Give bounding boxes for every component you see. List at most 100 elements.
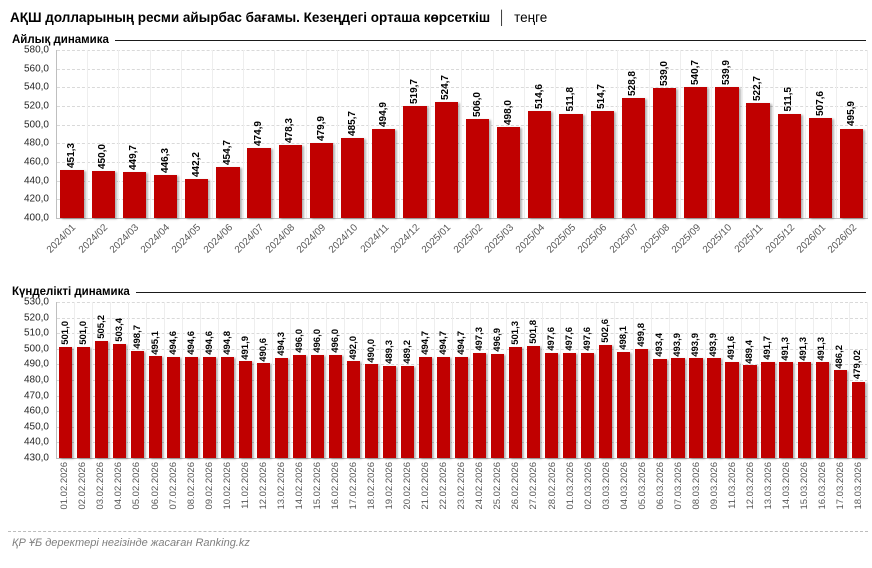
section-title: Айлық динамика: [12, 34, 109, 46]
section-header: Айлық динамика: [12, 33, 868, 47]
bar-value-label: 449,7: [128, 144, 140, 170]
x-tick-label: 06.02.2026: [149, 462, 161, 510]
bar-value-label: 501,3: [510, 321, 522, 345]
bar-value-label-wrap: 478,3: [275, 118, 305, 143]
category-column: 450,0: [87, 50, 118, 218]
category-column: 514,7: [586, 50, 617, 218]
bar-value-label-wrap: 454,7: [213, 140, 243, 165]
x-tick-label: 03.03.2026: [600, 462, 612, 510]
x-tick-label: 04.03.2026: [618, 462, 630, 510]
x-tick: 20.02.2026: [399, 459, 417, 523]
bar-value-label-wrap: 539,0: [650, 61, 680, 86]
x-tick-label: 17.03.2026: [835, 462, 847, 510]
bar-value-label-wrap: 479,9: [307, 116, 337, 141]
x-tick-label: 03.02.2026: [95, 462, 107, 510]
x-tick-label: 08.02.2026: [185, 462, 197, 510]
bar-value-label: 501,8: [528, 320, 540, 344]
bar-value-label-wrap: 502,6: [597, 319, 614, 343]
x-tick: 26.02.2026: [507, 459, 525, 523]
bar-value-label-wrap: 519,7: [400, 79, 430, 104]
category-column: 497,6: [578, 302, 596, 458]
x-tick: 16.03.2026: [814, 459, 832, 523]
bar-value-label-wrap: 446,3: [151, 148, 181, 173]
category-column: 490,6: [254, 302, 272, 458]
category-column: 494,8: [218, 302, 236, 458]
gridline: [57, 317, 868, 319]
chart-area: 580,0 560,0 540,0 520,0 500,0 480,0 460,0 440,0…: [8, 45, 868, 277]
x-tick: 01.02.2026: [56, 459, 74, 523]
bar-value-label: 491,9: [239, 335, 251, 360]
bar-value-label-wrap: 495,9: [837, 101, 867, 126]
bar: [473, 353, 487, 458]
bar-value-label: 494,9: [377, 102, 389, 128]
bar-value-label-wrap: 511,5: [774, 87, 804, 111]
category-column: 494,6: [164, 302, 182, 458]
chart-block-monthly: Айлық динамика 580,0 560,0 540,0 520,0 500,0 4…: [8, 33, 868, 277]
x-tick: 13.02.2026: [273, 459, 291, 523]
category-column: 539,0: [648, 50, 680, 218]
bar-value-label-wrap: 490,6: [255, 338, 272, 362]
y-tick-label: 560,0: [23, 63, 49, 75]
bar-value-label-wrap: 501,0: [57, 321, 74, 345]
bar-value-label-wrap: 486,2: [832, 345, 849, 369]
bar: [329, 355, 343, 458]
x-tick-label: 19.02.2026: [384, 462, 396, 510]
x-tick-label: 06.03.2026: [654, 462, 666, 510]
page-title: АҚШ долларының ресми айырбас бағамы. Кез…: [10, 10, 868, 25]
bar: [94, 340, 109, 458]
x-tick: 08.02.2026: [182, 459, 200, 523]
plot-area: 501,0 501,0 505,2 503,4 498,7 495,1 494,6 494,6…: [56, 302, 868, 459]
bar: [275, 357, 289, 458]
bar-value-label: 507,6: [814, 90, 826, 116]
x-tick: 13.03.2026: [760, 459, 778, 523]
bar-value-label-wrap: 501,3: [507, 321, 524, 345]
bar: [166, 357, 181, 458]
bar-value-label: 494,7: [420, 331, 432, 356]
category-column: 491,9: [236, 302, 254, 458]
y-tick-label: 460,0: [23, 405, 49, 417]
x-tick-label: 2024/01: [45, 222, 79, 256]
category-column: 539,9: [710, 50, 742, 218]
bar-value-label-wrap: 474,9: [244, 121, 274, 146]
bar-value-label: 490,0: [366, 338, 378, 363]
bar: [621, 97, 645, 218]
category-column: 491,6: [722, 302, 741, 458]
bar-value-label: 496,0: [293, 329, 305, 354]
bar-value-label-wrap: 497,6: [579, 327, 596, 351]
bar: [130, 350, 145, 458]
bar: [545, 352, 559, 458]
bar: [293, 355, 307, 458]
bar-value-label: 446,3: [159, 147, 171, 173]
bar: [383, 365, 397, 458]
bar: [563, 352, 577, 458]
bar-value-label: 539,9: [721, 60, 733, 86]
bar-value-label: 490,6: [257, 337, 269, 362]
section-rule: [135, 291, 866, 293]
y-tick-label: 480,0: [23, 374, 49, 386]
gridline: [57, 68, 868, 70]
bars-layer: 501,0 501,0 505,2 503,4 498,7 495,1 494,6 494,6…: [57, 302, 868, 458]
bar-value-label-wrap: 493,4: [652, 333, 669, 357]
charts-container: Айлық динамика 580,0 560,0 540,0 520,0 500,0 4…: [8, 33, 868, 523]
bar: [617, 351, 631, 458]
category-column: 495,9: [835, 50, 868, 218]
bar-value-label: 498,0: [502, 99, 514, 125]
x-tick: 24.02.2026: [471, 459, 489, 523]
bar-value-label: 492,0: [348, 335, 359, 360]
bar-value-label-wrap: 524,7: [431, 75, 461, 100]
x-tick: 07.03.2026: [670, 459, 688, 523]
bar-value-label-wrap: 497,6: [561, 327, 578, 351]
bar-value-label-wrap: 497,3: [471, 327, 488, 351]
bar-value-label: 491,3: [780, 336, 792, 361]
x-tick: 25.02.2026: [489, 459, 507, 523]
x-tick: 05.03.2026: [634, 459, 652, 523]
bar-value-label: 489,4: [744, 339, 756, 364]
gridline: [57, 348, 868, 350]
bar: [590, 110, 614, 218]
x-tick-label: 14.03.2026: [781, 462, 793, 510]
x-tick-label: 04.02.2026: [113, 462, 125, 510]
y-tick-label: 530,0: [23, 296, 49, 308]
bar-value-label: 499,8: [636, 323, 648, 348]
x-tick-label: 11.03.2026: [727, 462, 738, 509]
